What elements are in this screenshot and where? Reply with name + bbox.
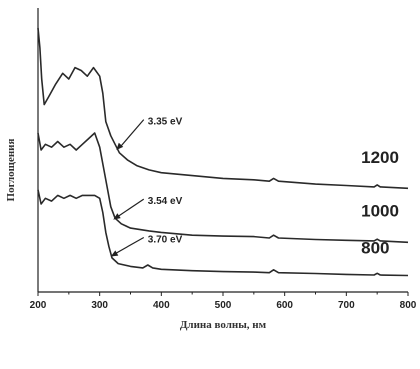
x-tick-label: 500: [215, 300, 232, 311]
series-line-800: [37, 189, 409, 277]
series-line-1200: [37, 27, 409, 190]
annotation-arrow: [118, 119, 145, 149]
annotation-arrow: [115, 198, 145, 219]
series-label-1000: 1000: [361, 202, 399, 221]
band-gap-annotations: 3.35 eV 3.54 eV 3.70 eV: [110, 117, 183, 257]
annotation-arrow-head: [113, 213, 121, 220]
series-lines: [37, 27, 409, 277]
chart-axes: [37, 8, 408, 293]
x-tick-label: 200: [30, 300, 47, 311]
annotation-label: 3.70 eV: [148, 234, 183, 245]
series-line-1000: [37, 132, 409, 244]
series-labels: 1200 1000 800: [361, 148, 399, 258]
annotation-arrow-head: [116, 142, 124, 150]
annotation-arrow: [113, 236, 145, 256]
x-axis-ticks: 200 300 400 500 600 700 800: [30, 292, 417, 311]
x-axis-title: Длина волны, нм: [180, 319, 267, 331]
series-label-1200: 1200: [361, 148, 399, 167]
annotation-label: 3.35 eV: [148, 117, 183, 128]
x-tick-label: 600: [276, 300, 293, 311]
series-label-800: 800: [361, 239, 389, 258]
x-tick-label: 400: [153, 300, 170, 311]
y-axis-title: Поглощения: [5, 138, 17, 201]
annotation-label: 3.54 eV: [148, 196, 183, 207]
annotation-arrow-head: [110, 250, 119, 257]
x-tick-label: 300: [91, 300, 108, 311]
x-tick-label: 800: [400, 300, 417, 311]
x-tick-label: 700: [338, 300, 355, 311]
